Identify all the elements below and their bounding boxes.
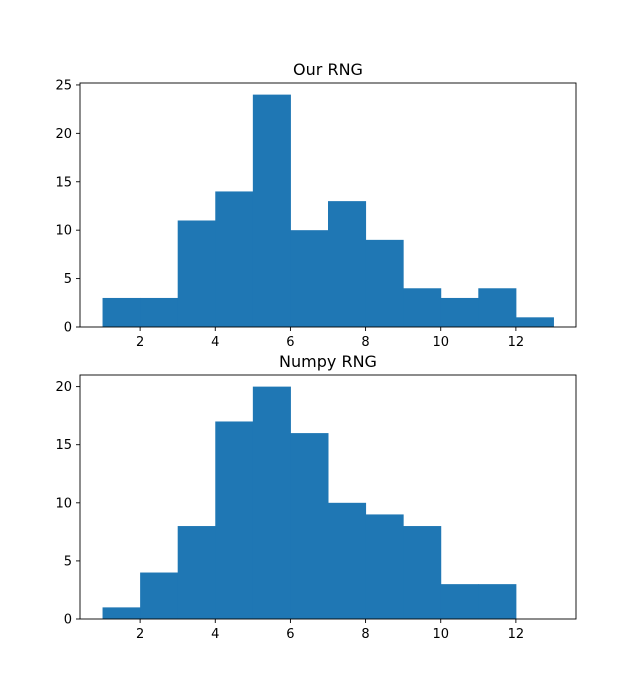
histogram-our-rng: Our RNG 2 4 6 8 10 12 0 5 10 15 20 25 — [55, 60, 577, 350]
x-tick-label: 6 — [286, 335, 294, 350]
x-tick-label: 8 — [361, 335, 369, 350]
y-tick-label: 5 — [64, 554, 72, 569]
chart-title: Our RNG — [293, 60, 363, 79]
histogram-bar — [478, 584, 517, 619]
histogram-bar — [177, 220, 216, 327]
histogram-bar — [252, 94, 291, 327]
y-tick-label: 15 — [55, 438, 72, 453]
histogram-bar — [365, 239, 404, 327]
histogram-bar — [177, 526, 216, 619]
y-tick-label: 10 — [55, 224, 72, 239]
y-tick-label: 0 — [64, 321, 72, 336]
histogram-bar — [252, 386, 291, 619]
axes-frame — [79, 82, 577, 328]
x-tick-label: 10 — [432, 335, 449, 350]
histogram-bar — [290, 230, 329, 327]
histogram-bar — [102, 607, 141, 619]
histogram-bar — [102, 297, 141, 327]
histogram-bar — [328, 201, 367, 327]
histogram-bar — [515, 317, 554, 327]
y-tick-label: 0 — [64, 613, 72, 628]
histogram-bar — [440, 297, 479, 327]
x-tick-label: 10 — [432, 627, 449, 642]
histogram-bar — [215, 191, 254, 327]
y-tick-label: 10 — [55, 496, 72, 511]
chart-title: Numpy RNG — [279, 352, 377, 371]
y-tick-label: 25 — [55, 78, 72, 93]
y-tick-label: 20 — [55, 380, 72, 395]
y-tick-label: 20 — [55, 127, 72, 142]
x-tick-label: 2 — [136, 627, 144, 642]
histogram-bar — [215, 421, 254, 619]
histogram-numpy-rng: Numpy RNG 2 4 6 8 10 12 0 5 10 15 20 — [55, 352, 577, 642]
x-tick-label: 12 — [508, 335, 525, 350]
histogram-bar — [328, 502, 367, 619]
histogram-bar — [403, 288, 442, 327]
histogram-bar — [290, 433, 329, 619]
axes-frame — [79, 374, 577, 620]
histogram-bar — [440, 584, 479, 619]
x-tick-label: 8 — [361, 627, 369, 642]
x-tick-label: 4 — [211, 627, 219, 642]
y-tick-label: 5 — [64, 272, 72, 287]
x-tick-label: 6 — [286, 627, 294, 642]
histogram-bar — [365, 514, 404, 619]
x-tick-label: 2 — [136, 335, 144, 350]
histogram-bar — [140, 572, 179, 619]
y-tick-label: 15 — [55, 175, 72, 190]
histogram-bar — [478, 288, 517, 327]
histogram-bar — [140, 297, 179, 327]
x-tick-label: 4 — [211, 335, 219, 350]
histogram-bar — [403, 526, 442, 619]
x-tick-label: 12 — [508, 627, 525, 642]
